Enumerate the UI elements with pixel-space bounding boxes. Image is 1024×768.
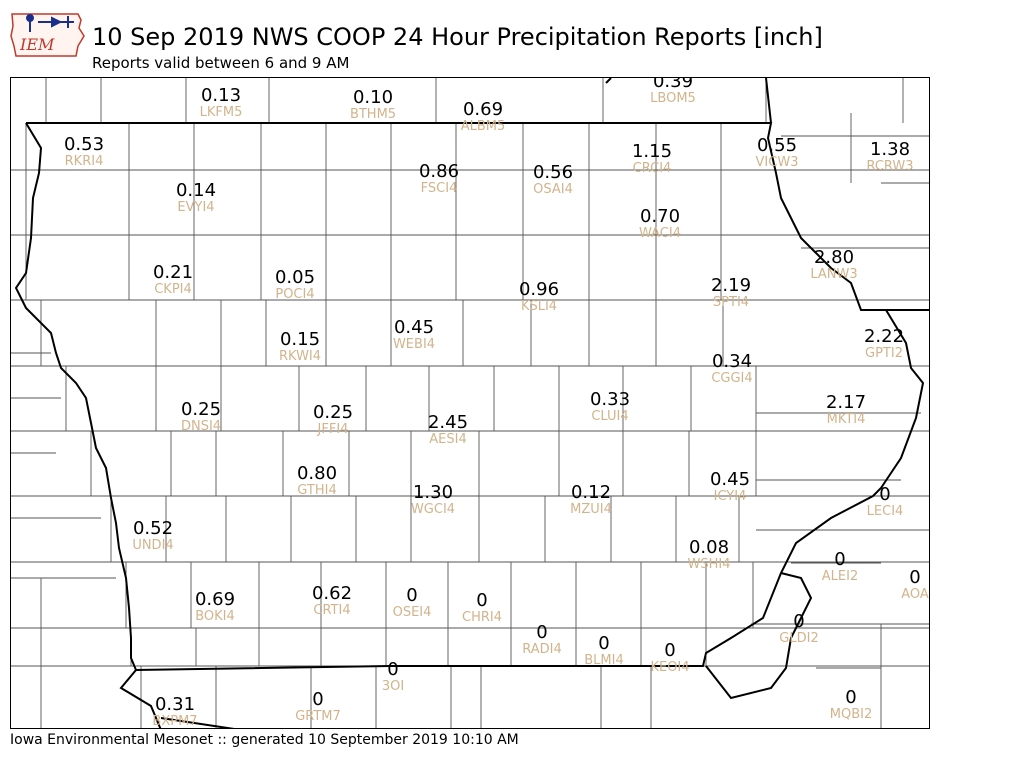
il-river-border bbox=[705, 572, 813, 700]
county-map bbox=[11, 78, 929, 728]
county-line-wi-il bbox=[751, 113, 929, 728]
page-title: 10 Sep 2019 NWS COOP 24 Hour Precipitati… bbox=[92, 23, 823, 51]
county-boundaries bbox=[11, 78, 929, 728]
weather-station-icon bbox=[26, 14, 74, 32]
footer-credit: Iowa Environmental Mesonet :: generated … bbox=[10, 732, 519, 748]
iowa-border bbox=[26, 122, 925, 728]
iem-logo: IEM bbox=[10, 13, 85, 57]
precipitation-map: 0.13 LKFM5 0.10 BTHM5 0.69 ALBM5 0.39 LBOM5 0.53… bbox=[10, 77, 930, 729]
mn-wi-border bbox=[765, 78, 772, 124]
county-line-ne bbox=[11, 352, 116, 666]
mo-corner bbox=[160, 717, 235, 728]
mn-lake bbox=[605, 78, 612, 84]
logo-text: IEM bbox=[19, 35, 55, 54]
page-subtitle: Reports valid between 6 and 9 AM bbox=[92, 54, 350, 72]
state-borders bbox=[14, 78, 929, 728]
iowa-west-border bbox=[14, 122, 137, 671]
